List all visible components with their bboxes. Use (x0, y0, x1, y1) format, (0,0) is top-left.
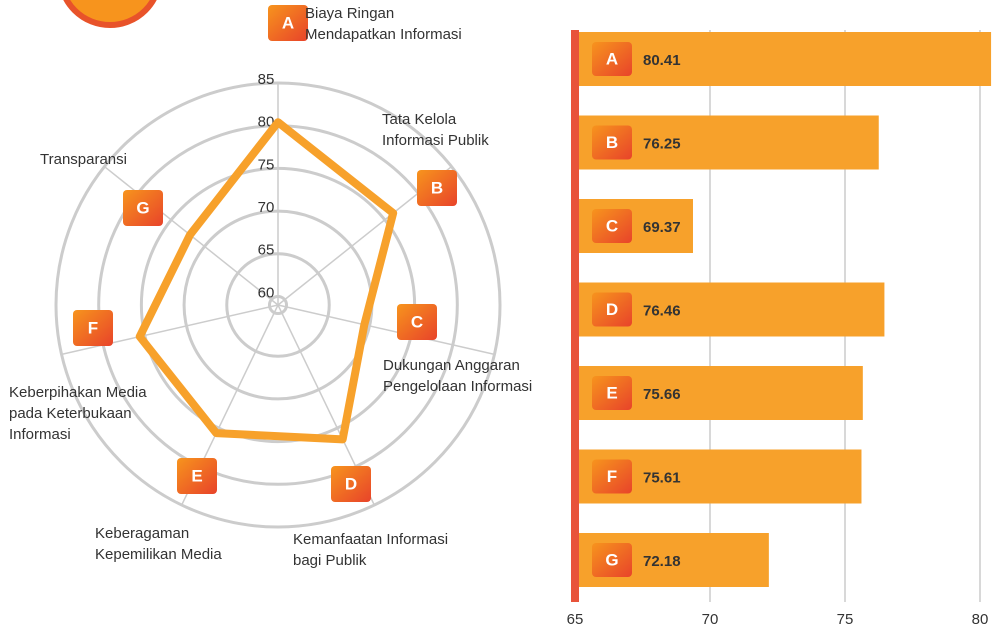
value-label: 72.18 (643, 553, 681, 570)
value-label: 80.41 (643, 52, 681, 69)
axis-label: Tata Kelola (382, 111, 457, 128)
r-tick-label: 60 (258, 284, 275, 301)
x-tick-label: 75 (837, 611, 854, 628)
category-tag (592, 376, 632, 410)
category-tag-label: B (606, 133, 618, 152)
category-tag (592, 459, 632, 494)
axis-label: Mendapatkan Informasi (305, 26, 462, 43)
category-tag-label: D (606, 300, 618, 319)
axis-label: Informasi (9, 426, 71, 443)
r-tick-label: 75 (258, 156, 275, 173)
category-tag-label: A (606, 49, 618, 68)
category-tag (331, 466, 371, 502)
category-tag (592, 125, 632, 160)
grid-ring (225, 252, 331, 358)
category-tag-label: G (605, 550, 618, 569)
value-label: 75.66 (643, 386, 681, 403)
axis-label: Kemanfaatan Informasi (293, 531, 448, 548)
category-tag (417, 170, 457, 206)
category-tag (268, 5, 308, 41)
axis-label: Informasi Publik (382, 132, 489, 149)
axis-bar (571, 30, 579, 602)
category-tag (73, 310, 113, 346)
category-tag-label: G (136, 198, 149, 217)
value-label: 76.46 (643, 302, 681, 319)
category-tag-label: E (606, 383, 617, 402)
category-tag (397, 304, 437, 340)
category-tag (592, 42, 632, 76)
grid-ring (267, 294, 289, 316)
axis-label: Biaya Ringan (305, 5, 394, 22)
category-tag-label: E (191, 466, 202, 485)
r-tick-label: 65 (258, 242, 275, 259)
category-tag (177, 458, 217, 494)
r-tick-label: 85 (258, 71, 275, 88)
axis-label: Keberagaman (95, 525, 189, 542)
value-label: 76.25 (643, 135, 681, 152)
category-tag-label: C (411, 312, 423, 331)
category-tag (123, 190, 163, 226)
category-tag-label: D (345, 474, 357, 493)
category-tag-label: F (607, 467, 617, 486)
axis-label: pada Keterbukaan (9, 405, 132, 422)
spoke (61, 304, 279, 356)
axis-label: Keberpihakan Media (9, 384, 147, 401)
category-tag (592, 543, 632, 577)
grid-ring (54, 81, 502, 529)
axis-label: Transparansi (40, 151, 127, 168)
category-tag-label: A (282, 13, 294, 32)
value-label: 69.37 (643, 219, 681, 236)
radar-line (135, 118, 398, 444)
category-tag-label: F (88, 318, 98, 337)
category-tag-label: C (606, 216, 618, 235)
axis-label: Pengelolaan Informasi (383, 378, 532, 395)
category-tag (592, 209, 632, 243)
axis-label: Dukungan Anggaran (383, 357, 520, 374)
logo (63, 0, 157, 28)
value-label: 75.61 (643, 469, 681, 486)
axis-label: Kepemilikan Media (95, 546, 222, 563)
bar (579, 32, 992, 86)
category-tag (592, 292, 632, 327)
x-tick-label: 70 (702, 611, 719, 628)
axis-label: bagi Publik (293, 552, 367, 569)
category-tag-label: B (431, 178, 443, 197)
x-tick-label: 80 (972, 611, 989, 628)
r-tick-label: 70 (258, 199, 275, 216)
x-tick-label: 65 (567, 611, 584, 628)
spoke (277, 304, 495, 356)
